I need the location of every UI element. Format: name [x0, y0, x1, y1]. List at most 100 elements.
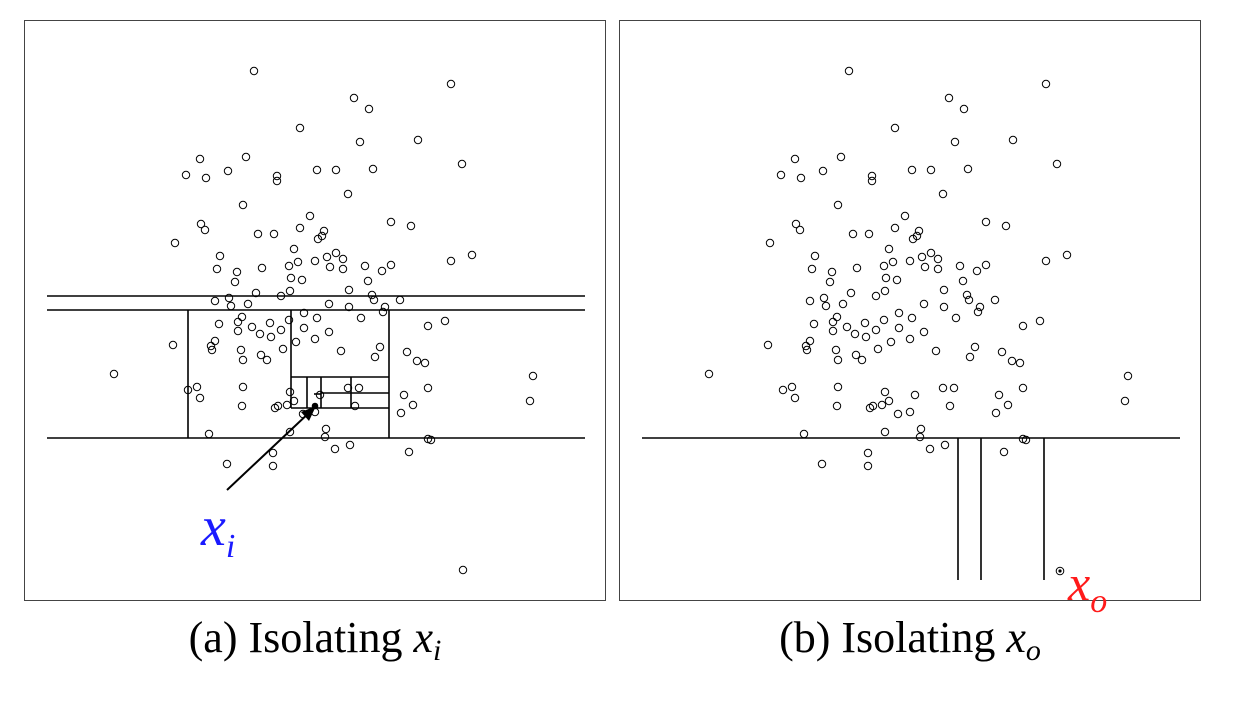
- data-point: [1007, 356, 1017, 366]
- data-point: [196, 219, 206, 229]
- data-point: [831, 345, 841, 355]
- data-point: [963, 164, 973, 174]
- data-point: [243, 299, 253, 309]
- data-point: [356, 313, 366, 323]
- data-point: [305, 211, 315, 221]
- data-point: [881, 273, 891, 283]
- data-point: [890, 123, 900, 133]
- data-point: [1052, 159, 1062, 169]
- data-point: [224, 293, 234, 303]
- data-point: [257, 263, 267, 273]
- data-point: [763, 340, 773, 350]
- data-point: [310, 256, 320, 266]
- data-point: [864, 229, 874, 239]
- data-point: [386, 260, 396, 270]
- data-point: [378, 307, 388, 317]
- data-point: [525, 396, 535, 406]
- data-point: [970, 342, 980, 352]
- data-point: [408, 400, 418, 410]
- data-point: [964, 295, 974, 305]
- data-point: [233, 326, 243, 336]
- data-point: [880, 427, 890, 437]
- data-point: [973, 307, 983, 317]
- data-point: [233, 317, 243, 327]
- data-point: [807, 264, 817, 274]
- data-point: [838, 299, 848, 309]
- data-point: [880, 387, 890, 397]
- data-point: [282, 400, 292, 410]
- data-point: [917, 252, 927, 262]
- isolation-plot-b: [642, 66, 1180, 580]
- data-point: [939, 302, 949, 312]
- data-point: [939, 285, 949, 295]
- data-point: [214, 319, 224, 329]
- data-point: [238, 355, 248, 365]
- data-point: [819, 293, 829, 303]
- data-point: [857, 355, 867, 365]
- data-point: [457, 159, 467, 169]
- data-point: [109, 369, 119, 379]
- data-point: [1021, 435, 1031, 445]
- data-point: [238, 200, 248, 210]
- data-point: [844, 66, 854, 76]
- data-point: [212, 264, 222, 274]
- data-point: [255, 329, 265, 339]
- data-point: [312, 165, 322, 175]
- data-point: [321, 424, 331, 434]
- data-point: [238, 382, 248, 392]
- data-point: [919, 327, 929, 337]
- data-point: [278, 344, 288, 354]
- data-point: [370, 352, 380, 362]
- isolation-plot-a: [47, 66, 585, 575]
- data-point: [950, 137, 960, 147]
- data-point: [873, 344, 883, 354]
- data-point: [237, 312, 247, 322]
- data-point: [195, 393, 205, 403]
- data-point: [828, 317, 838, 327]
- data-point: [241, 152, 251, 162]
- data-point: [312, 313, 322, 323]
- data-point: [916, 424, 926, 434]
- point-label-xo: xo: [1068, 555, 1108, 620]
- isolated-point-xo: [1055, 566, 1065, 576]
- isolated-point-xo-center: [1058, 569, 1062, 573]
- pointer-arrowhead: [301, 406, 316, 421]
- data-point: [247, 322, 257, 332]
- data-point: [412, 356, 422, 366]
- data-point: [192, 382, 202, 392]
- data-point: [790, 154, 800, 164]
- data-point: [817, 459, 827, 469]
- data-point: [848, 229, 858, 239]
- data-point: [972, 266, 982, 276]
- data-point: [423, 383, 433, 393]
- data-point: [919, 299, 929, 309]
- data-point: [892, 275, 902, 285]
- data-point: [368, 164, 378, 174]
- data-point: [833, 200, 843, 210]
- data-point: [426, 435, 436, 445]
- data-point: [413, 135, 423, 145]
- data-point: [319, 226, 329, 236]
- point-label-xi: xi: [201, 496, 236, 565]
- data-point: [981, 260, 991, 270]
- data-point: [289, 244, 299, 254]
- data-point: [343, 189, 353, 199]
- data-point: [215, 251, 225, 261]
- data-point: [959, 104, 969, 114]
- data-point: [994, 390, 1004, 400]
- data-point: [867, 171, 877, 181]
- data-point: [206, 341, 216, 351]
- data-point: [907, 165, 917, 175]
- data-point: [268, 448, 278, 458]
- data-point: [827, 267, 837, 277]
- data-point: [1035, 316, 1045, 326]
- data-point: [1120, 396, 1130, 406]
- data-point: [790, 393, 800, 403]
- data-point: [926, 248, 936, 258]
- data-point: [369, 295, 379, 305]
- data-point: [879, 261, 889, 271]
- data-point: [981, 217, 991, 227]
- data-point: [787, 382, 797, 392]
- data-point: [360, 261, 370, 271]
- data-point: [168, 340, 178, 350]
